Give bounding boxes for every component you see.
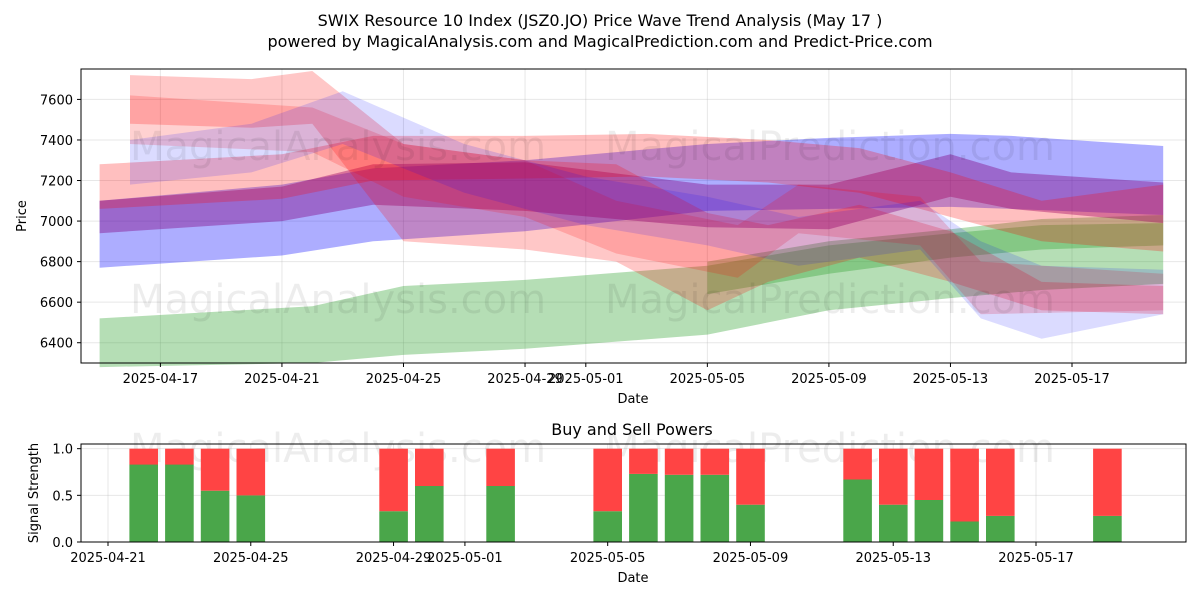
buy-bar bbox=[629, 473, 658, 542]
price-y-tick-label: 7600 bbox=[40, 93, 73, 108]
watermark-analysis-bottom: MagicalAnalysis.com bbox=[130, 426, 546, 472]
sell-bar bbox=[129, 448, 158, 465]
buy-bar bbox=[950, 521, 979, 542]
powers-x-ticks: 2025-04-21 2025-04-25 2025-04-292025-05-01… bbox=[70, 542, 1074, 566]
buy-bar bbox=[986, 515, 1015, 542]
powers-axes-frame bbox=[80, 443, 1187, 543]
price-y-tick-label: 6800 bbox=[40, 256, 73, 271]
powers-x-tick-label: 2025-04-29 bbox=[356, 551, 432, 566]
powers-xlabel: Date bbox=[617, 571, 648, 586]
price-x-tick-label: 2025-05-01 bbox=[548, 372, 624, 387]
price-y-tick-label: 7400 bbox=[40, 134, 73, 149]
price-y-ticks: 6400 6600 6800 7000 7200 7400 7600 bbox=[40, 93, 81, 352]
sell-bar bbox=[593, 448, 622, 512]
powers-y-tick-label: 1.0 bbox=[52, 443, 73, 458]
figure-title: SWIX Resource 10 Index (JSZ0.JO) Price W… bbox=[318, 11, 883, 30]
powers-title: Buy and Sell Powers bbox=[551, 420, 713, 439]
buy-bar bbox=[236, 495, 266, 542]
sell-bar bbox=[486, 448, 515, 486]
price-ylabel: Price bbox=[15, 200, 30, 232]
price-xlabel: Date bbox=[617, 392, 648, 407]
sell-bar bbox=[236, 448, 266, 496]
powers-x-tick-label: 2025-05-13 bbox=[855, 551, 931, 566]
price-band-red-6 bbox=[130, 95, 1164, 315]
powers-y-tick-label: 0.0 bbox=[52, 536, 73, 551]
powers-x-tick-label: 2025-05-09 bbox=[713, 551, 789, 566]
price-y-tick-label: 7000 bbox=[40, 215, 73, 230]
buy-bar bbox=[700, 474, 730, 542]
buy-bar bbox=[200, 490, 230, 542]
price-bands bbox=[99, 71, 1164, 368]
price-x-tick-label: 2025-05-17 bbox=[1034, 372, 1110, 387]
price-band-green-0 bbox=[99, 223, 1164, 368]
powers-bars bbox=[129, 448, 1122, 542]
price-x-tick-label: 2025-04-17 bbox=[123, 372, 199, 387]
price-band-red-5 bbox=[130, 71, 1164, 315]
powers-x-tick-label: 2025-05-17 bbox=[998, 551, 1074, 566]
sell-bar bbox=[664, 448, 694, 475]
price-x-ticks: 2025-04-17 2025-04-21 2025-04-25 2025-04-29… bbox=[123, 363, 1110, 387]
figure-subtitle: powered by MagicalAnalysis.com and Magic… bbox=[267, 32, 932, 51]
price-x-tick-label: 2025-05-05 bbox=[670, 372, 746, 387]
sell-bar bbox=[1093, 448, 1122, 516]
buy-bar bbox=[379, 511, 408, 542]
buy-bar bbox=[593, 511, 622, 542]
price-x-tick-label: 2025-04-25 bbox=[366, 372, 442, 387]
sell-bar bbox=[629, 448, 658, 474]
buy-bar bbox=[879, 504, 908, 542]
buy-bar bbox=[843, 479, 872, 542]
price-band-blue-2 bbox=[99, 133, 1164, 268]
price-grid bbox=[81, 69, 1186, 363]
watermark-analysis-top: MagicalAnalysis.com bbox=[130, 124, 546, 170]
sell-bar bbox=[379, 448, 408, 512]
sell-bar bbox=[986, 448, 1015, 516]
buy-bar bbox=[1093, 515, 1122, 542]
powers-x-tick-label: 2025-05-01 bbox=[427, 551, 503, 566]
price-y-tick-label: 7200 bbox=[40, 175, 73, 190]
buy-bar bbox=[415, 486, 444, 542]
watermark-prediction-mid: MagicalPrediction.com bbox=[605, 277, 1055, 323]
watermark-analysis-mid: MagicalAnalysis.com bbox=[130, 277, 546, 323]
powers-x-tick-label: 2025-04-21 bbox=[70, 551, 146, 566]
price-band-red-4 bbox=[99, 133, 1164, 252]
buy-bar bbox=[664, 474, 694, 542]
buy-bar bbox=[165, 464, 194, 542]
sell-bar bbox=[950, 448, 979, 522]
sell-bar bbox=[700, 448, 730, 475]
price-band-green-1 bbox=[707, 215, 1164, 295]
price-band-blue-7 bbox=[130, 91, 1164, 339]
sell-bar bbox=[200, 448, 230, 491]
price-axes-frame bbox=[80, 68, 1187, 364]
buy-bar bbox=[129, 464, 158, 542]
sell-bar bbox=[165, 448, 194, 465]
powers-y-ticks: 0.0 0.5 1.0 bbox=[52, 443, 81, 551]
powers-y-tick-label: 0.5 bbox=[52, 489, 73, 504]
buy-bar bbox=[486, 486, 515, 542]
sell-bar bbox=[879, 448, 908, 505]
powers-ylabel: Signal Strength bbox=[27, 443, 42, 543]
powers-x-tick-label: 2025-05-05 bbox=[570, 551, 646, 566]
buy-bar bbox=[914, 500, 944, 542]
sell-bar bbox=[914, 448, 944, 500]
price-watermarks: MagicalAnalysis.com MagicalPrediction.co… bbox=[130, 124, 1055, 323]
buy-bar bbox=[736, 504, 765, 542]
price-band-purple-3 bbox=[99, 154, 1164, 234]
price-y-tick-label: 6400 bbox=[40, 337, 73, 352]
watermark-prediction-top: MagicalPrediction.com bbox=[605, 124, 1055, 170]
sell-bar bbox=[415, 448, 444, 486]
sell-bar bbox=[843, 448, 872, 480]
price-x-tick-label: 2025-04-29 bbox=[487, 372, 563, 387]
powers-x-tick-label: 2025-04-25 bbox=[213, 551, 289, 566]
sell-bar bbox=[736, 448, 765, 505]
price-x-tick-label: 2025-05-09 bbox=[791, 372, 867, 387]
price-x-tick-label: 2025-04-21 bbox=[244, 372, 320, 387]
price-y-tick-label: 6600 bbox=[40, 296, 73, 311]
price-x-tick-label: 2025-05-13 bbox=[913, 372, 989, 387]
